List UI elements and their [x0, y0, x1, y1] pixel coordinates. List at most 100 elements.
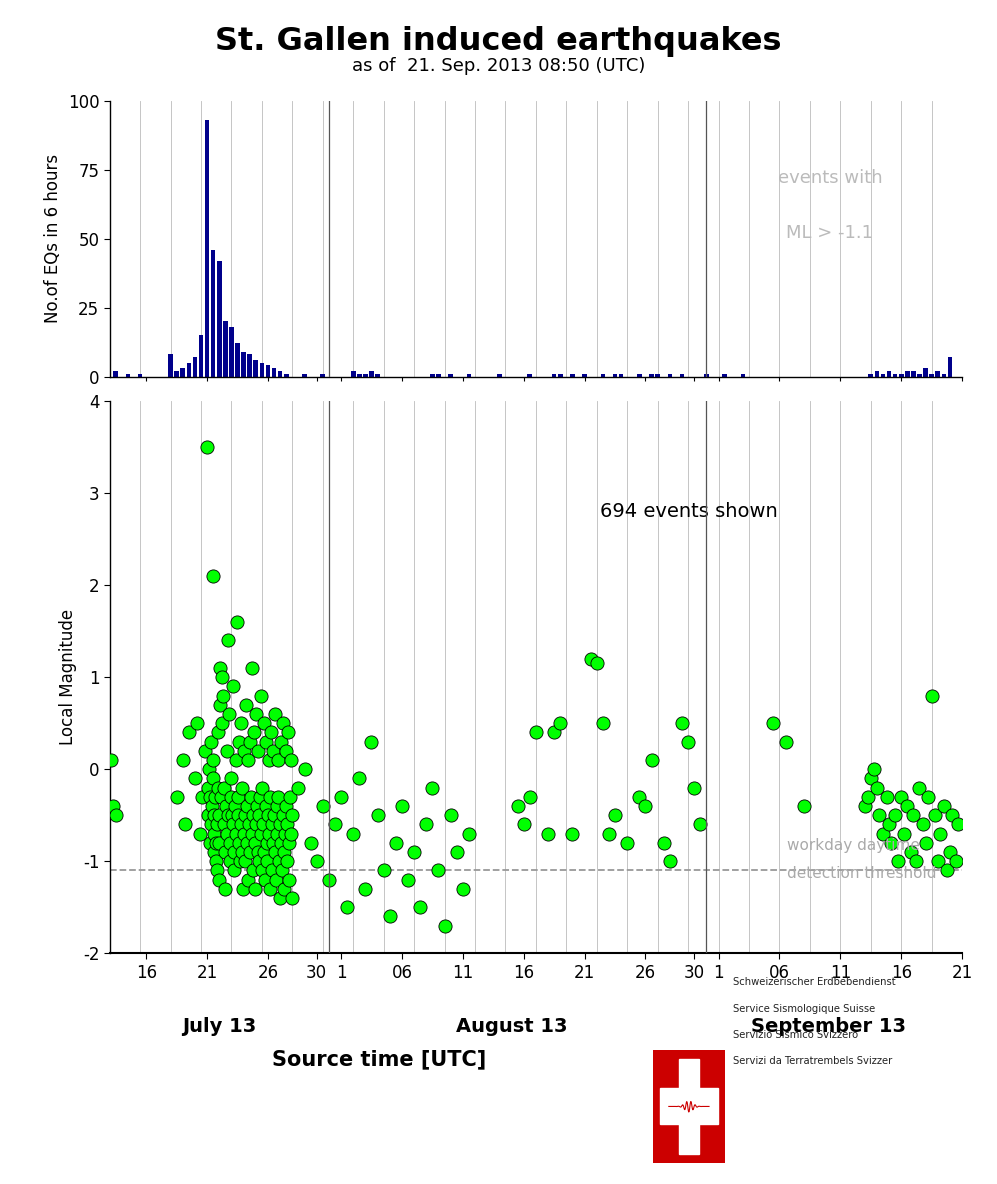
Point: [296, 760, 312, 779]
Point: [194, 787, 210, 806]
Point: [351, 768, 367, 787]
Point: [106, 797, 122, 816]
Bar: [247, 354, 252, 377]
Point: [254, 861, 270, 880]
Bar: [917, 374, 922, 377]
Point: [234, 778, 250, 797]
Text: August 13: August 13: [456, 1017, 567, 1036]
Point: [260, 751, 276, 770]
Bar: [259, 362, 264, 377]
Point: [406, 843, 422, 862]
Point: [270, 751, 286, 770]
Bar: [649, 374, 654, 377]
Point: [247, 880, 263, 899]
Point: [944, 805, 960, 824]
Point: [203, 815, 219, 834]
Bar: [436, 374, 441, 377]
Point: [202, 787, 218, 806]
Point: [282, 751, 298, 770]
Point: [211, 870, 227, 889]
Point: [866, 760, 882, 779]
Point: [265, 741, 281, 760]
Bar: [351, 371, 356, 377]
Point: [241, 732, 257, 751]
Point: [228, 824, 244, 843]
Text: Schweizerischer Erdbebendienst: Schweizerischer Erdbebendienst: [733, 978, 895, 987]
Point: [218, 741, 234, 760]
Point: [235, 880, 251, 899]
Point: [692, 815, 708, 834]
Point: [936, 797, 952, 816]
Point: [883, 834, 899, 852]
Point: [238, 797, 254, 816]
Point: [201, 760, 217, 779]
Point: [210, 723, 226, 742]
Point: [243, 658, 259, 677]
Bar: [114, 371, 118, 377]
Point: [674, 714, 690, 733]
Bar: [741, 374, 745, 377]
Point: [206, 824, 222, 843]
Point: [219, 824, 235, 843]
Point: [108, 805, 124, 824]
Point: [174, 751, 190, 770]
Point: [210, 778, 226, 797]
Point: [437, 916, 453, 935]
Point: [595, 714, 611, 733]
Point: [259, 851, 275, 870]
Point: [268, 797, 284, 816]
Point: [589, 654, 605, 673]
Point: [528, 723, 544, 742]
Point: [680, 732, 696, 751]
Text: workday daytime: workday daytime: [788, 838, 920, 852]
Point: [521, 787, 537, 806]
Point: [199, 438, 215, 457]
Point: [899, 797, 915, 816]
Bar: [211, 250, 215, 377]
Point: [321, 870, 337, 889]
Point: [214, 714, 230, 733]
Bar: [570, 374, 574, 377]
Point: [223, 768, 239, 787]
Bar: [467, 374, 472, 377]
Bar: [375, 374, 380, 377]
Bar: [679, 1060, 699, 1153]
Point: [250, 741, 266, 760]
Bar: [723, 374, 727, 377]
Point: [917, 834, 933, 852]
Point: [274, 805, 290, 824]
Point: [254, 778, 270, 797]
Point: [942, 843, 958, 862]
Point: [333, 787, 349, 806]
Point: [218, 797, 234, 816]
Point: [637, 797, 653, 816]
Point: [248, 815, 264, 834]
Point: [224, 805, 240, 824]
Text: July 13: July 13: [182, 1017, 256, 1036]
Bar: [704, 374, 709, 377]
Bar: [253, 360, 258, 377]
Point: [229, 805, 245, 824]
Point: [235, 824, 251, 843]
Point: [303, 834, 319, 852]
Point: [205, 768, 221, 787]
Point: [927, 805, 943, 824]
Point: [257, 870, 273, 889]
Point: [515, 815, 531, 834]
Y-axis label: Local Magnitude: Local Magnitude: [59, 610, 77, 745]
Point: [215, 687, 231, 706]
Point: [208, 834, 224, 852]
Point: [267, 843, 283, 862]
Point: [778, 732, 794, 751]
Bar: [660, 1088, 718, 1125]
Point: [388, 834, 404, 852]
Point: [878, 787, 894, 806]
Point: [419, 815, 435, 834]
Point: [232, 815, 248, 834]
Bar: [619, 374, 623, 377]
Text: Servizi da Terratrembels Svizzer: Servizi da Terratrembels Svizzer: [733, 1056, 892, 1066]
Point: [273, 732, 289, 751]
Point: [212, 695, 228, 714]
Point: [103, 751, 119, 770]
Bar: [880, 374, 885, 377]
